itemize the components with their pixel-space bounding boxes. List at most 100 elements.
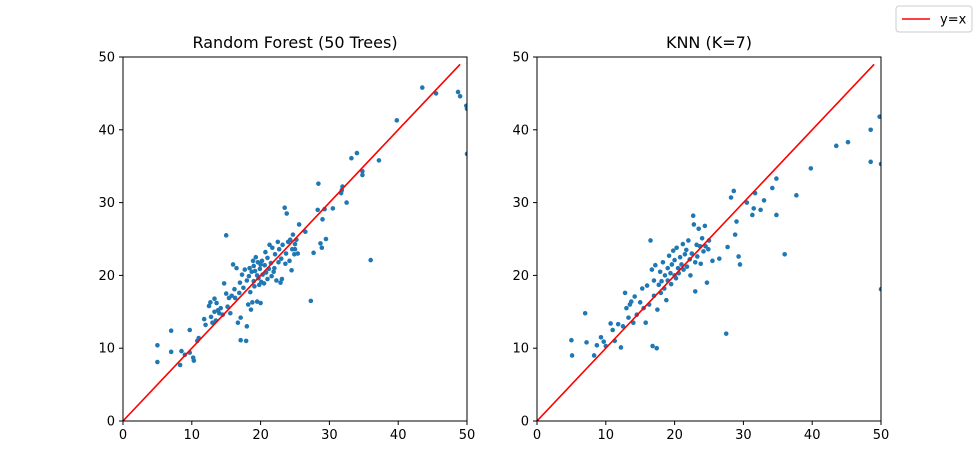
data-point xyxy=(247,289,253,295)
data-point xyxy=(249,269,254,275)
data-point xyxy=(262,262,268,268)
data-point xyxy=(354,150,360,156)
y-tick-label: 20 xyxy=(98,269,115,284)
data-point xyxy=(278,256,284,261)
data-point xyxy=(692,289,698,294)
data-point xyxy=(761,198,767,203)
y-tick-label: 10 xyxy=(512,342,529,357)
data-point xyxy=(223,291,229,296)
data-point xyxy=(464,151,467,157)
data-point xyxy=(271,269,276,275)
data-point xyxy=(691,222,697,227)
data-point xyxy=(657,269,663,275)
data-point xyxy=(681,267,686,272)
data-point xyxy=(225,304,230,310)
data-point xyxy=(703,243,708,249)
data-point xyxy=(244,324,250,329)
data-point xyxy=(680,241,686,247)
data-point xyxy=(214,300,219,306)
data-point xyxy=(701,249,706,254)
data-point xyxy=(168,349,174,355)
data-point xyxy=(308,298,314,304)
data-point xyxy=(717,256,722,261)
data-point xyxy=(655,307,660,312)
data-point xyxy=(710,258,715,264)
data-point xyxy=(206,303,212,309)
data-point xyxy=(673,276,679,281)
data-point xyxy=(275,239,281,245)
data-point xyxy=(201,316,207,322)
data-point xyxy=(244,278,250,283)
data-point xyxy=(682,251,688,257)
data-point xyxy=(316,181,321,186)
axes-frame xyxy=(536,56,882,422)
data-point xyxy=(677,254,683,260)
scatter-points xyxy=(569,114,881,358)
data-point xyxy=(659,278,664,284)
x-tick-label: 0 xyxy=(533,428,541,443)
data-point xyxy=(261,281,267,286)
data-point xyxy=(318,241,323,246)
y-tick-label: 0 xyxy=(521,415,529,430)
data-point xyxy=(674,245,679,251)
data-point xyxy=(688,273,693,278)
data-point xyxy=(177,362,183,368)
data-point xyxy=(618,345,624,350)
data-point xyxy=(223,233,229,238)
data-point xyxy=(368,257,373,263)
data-point xyxy=(272,265,277,271)
data-point xyxy=(212,296,217,302)
x-tick-label: 10 xyxy=(184,428,201,443)
data-point xyxy=(666,253,672,259)
data-point xyxy=(751,206,757,211)
data-point xyxy=(289,268,294,273)
data-point xyxy=(315,207,321,213)
data-point xyxy=(615,321,621,327)
data-point xyxy=(750,212,755,218)
x-tick-label: 50 xyxy=(459,428,476,443)
data-point xyxy=(274,278,279,283)
data-point xyxy=(155,342,160,348)
data-point xyxy=(344,200,349,205)
data-point xyxy=(191,358,197,363)
data-point xyxy=(694,242,699,248)
data-point xyxy=(319,245,325,251)
data-point xyxy=(292,241,298,247)
data-point xyxy=(284,211,290,216)
data-point xyxy=(654,345,660,351)
data-point xyxy=(650,343,655,349)
x-tick-label: 30 xyxy=(321,428,338,443)
data-point xyxy=(265,276,270,282)
data-point xyxy=(218,305,223,311)
data-point xyxy=(237,280,243,285)
data-point xyxy=(228,310,233,316)
data-point xyxy=(210,320,215,326)
data-point xyxy=(464,106,467,111)
data-point xyxy=(265,255,270,261)
data-point xyxy=(774,176,779,181)
data-point xyxy=(702,223,708,229)
data-point xyxy=(758,207,763,213)
y-tick-label: 30 xyxy=(98,196,115,211)
legend-box xyxy=(895,5,973,33)
data-point xyxy=(276,260,281,265)
data-point xyxy=(696,226,701,232)
data-point xyxy=(269,273,274,279)
data-point xyxy=(644,283,650,288)
data-point xyxy=(455,89,461,95)
data-point xyxy=(651,278,657,283)
chart-title: KNN (K=7) xyxy=(666,33,752,52)
data-point xyxy=(394,118,400,123)
data-point xyxy=(689,251,695,256)
data-point xyxy=(610,327,615,333)
data-point xyxy=(594,342,600,348)
data-point xyxy=(632,294,637,299)
data-point xyxy=(203,322,208,328)
data-point xyxy=(376,158,382,163)
data-point xyxy=(254,299,260,304)
x-tick-label: 40 xyxy=(390,428,407,443)
y-tick-label: 40 xyxy=(512,123,529,138)
data-point xyxy=(698,261,704,267)
data-point xyxy=(252,284,257,289)
